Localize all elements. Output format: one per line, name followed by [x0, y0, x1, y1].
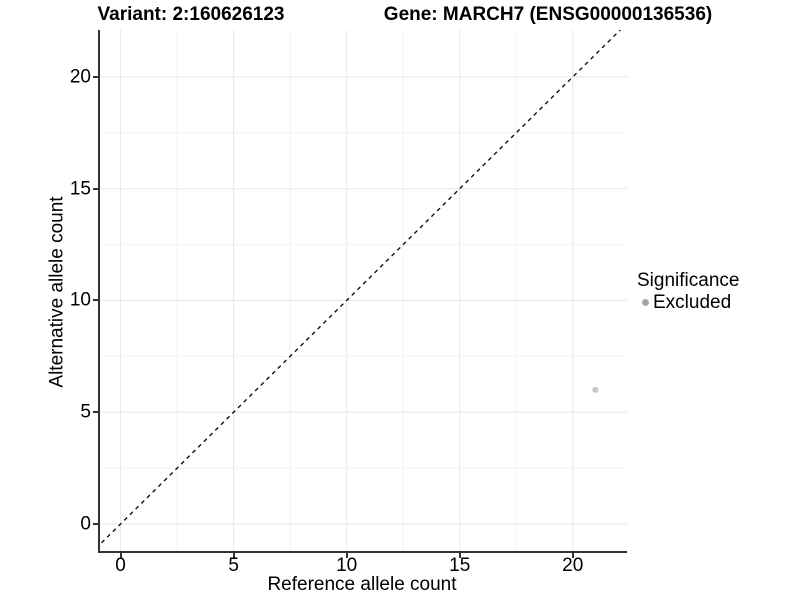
x-tick	[458, 553, 461, 558]
y-tick-label: 15	[69, 178, 91, 200]
plot-canvas	[98, 30, 627, 553]
x-tick-label: 5	[228, 555, 239, 576]
x-tick-label: 0	[115, 555, 126, 576]
x-tick	[571, 553, 574, 558]
x-tick	[232, 553, 235, 558]
y-tick	[93, 187, 98, 190]
x-tick-label: 10	[336, 555, 358, 576]
y-tick	[93, 522, 98, 525]
y-tick-label: 0	[80, 513, 91, 535]
y-axis-title: Alternative allele count	[46, 196, 68, 388]
plot-title-variant: Variant: 2:160626123	[97, 4, 285, 25]
y-tick-label: 5	[80, 401, 91, 423]
y-tick	[93, 75, 98, 78]
plot-title-gene: Gene: MARCH7 (ENSG00000136536)	[383, 4, 713, 25]
plot-panel	[98, 30, 627, 553]
y-tick-label: 20	[69, 66, 91, 88]
x-tick-label: 20	[562, 555, 584, 576]
legend-title: Significance	[637, 270, 740, 291]
x-tick	[345, 553, 348, 558]
legend: Significance Excluded	[637, 271, 739, 312]
y-tick-label: 10	[69, 289, 91, 311]
x-tick	[119, 553, 122, 558]
legend-entry: Excluded	[637, 293, 739, 312]
legend-key-dot	[642, 299, 649, 306]
data-point	[592, 386, 599, 393]
legend-entry-label: Excluded	[653, 292, 732, 313]
legend-entries: Excluded	[637, 293, 739, 312]
y-tick	[93, 411, 98, 414]
x-tick-label: 15	[449, 555, 471, 576]
y-tick	[93, 299, 98, 302]
x-axis-title: Reference allele count	[267, 574, 457, 595]
identity-dashed-line	[98, 30, 622, 548]
